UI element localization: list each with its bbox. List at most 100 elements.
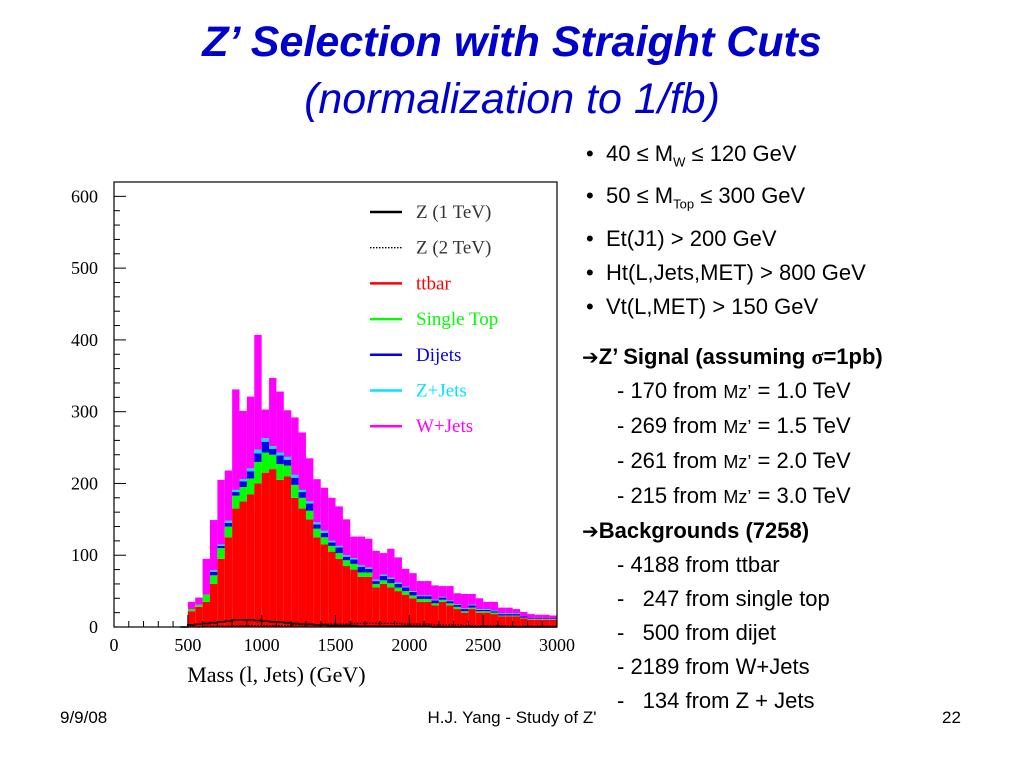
cut-item: Ht(L,Jets,MET) > 800 GeV: [582, 256, 866, 290]
bar-dijets: [209, 571, 218, 576]
bar-z-jets: [276, 452, 284, 456]
bar-z-jets: [424, 595, 432, 597]
bar-dijets: [438, 597, 447, 600]
bar-z-jets: [283, 456, 292, 460]
bar-dijets: [291, 477, 299, 485]
bar-single-top: [202, 594, 210, 602]
legend-label: Dijets: [416, 345, 461, 366]
bar-z-jets: [401, 586, 410, 588]
bar-z-jets: [409, 591, 417, 592]
legend-label: Z (2 TeV): [416, 238, 491, 259]
bar-z-jets: [468, 604, 476, 606]
bar-ttbar: [276, 479, 284, 627]
bar-dijets: [520, 616, 528, 618]
bar-dijets: [246, 471, 255, 479]
bar-single-top: [291, 484, 299, 498]
bar-single-top: [490, 612, 498, 615]
bar-dijets: [497, 614, 506, 616]
bar-single-top: [431, 603, 439, 606]
bar-w-jets: [453, 593, 462, 605]
series-line-z-2-tev-: [180, 622, 557, 628]
bar-dijets: [372, 581, 380, 584]
bar-z-jets: [261, 438, 270, 442]
bar-w-jets: [534, 614, 543, 619]
bar-single-top: [269, 454, 277, 470]
bar-dijets: [298, 492, 306, 498]
footer-date: 9/9/08: [60, 708, 108, 727]
bar-dijets: [335, 547, 343, 554]
bar-single-top: [527, 619, 535, 620]
x-tick-label: 2000: [391, 635, 427, 655]
bar-dijets: [475, 609, 484, 612]
bar-w-jets: [379, 553, 388, 575]
legend-label: Z+Jets: [416, 381, 467, 402]
bar-single-top: [512, 615, 521, 617]
bar-single-top: [453, 606, 462, 610]
bar-ttbar: [232, 508, 240, 627]
bar-ttbar: [490, 614, 498, 627]
bar-w-jets: [409, 573, 417, 592]
bar-dijets: [549, 618, 557, 620]
bar-ttbar: [217, 558, 225, 627]
bar-dijets: [483, 609, 491, 612]
bar-z-jets: [431, 599, 439, 601]
bar-ttbar: [269, 469, 277, 627]
bar-single-top: [483, 611, 491, 613]
bar-w-jets: [246, 396, 255, 469]
bar-w-jets: [438, 586, 447, 597]
x-tick-label: 500: [174, 635, 201, 655]
bar-single-top: [254, 461, 262, 484]
bar-z-jets: [372, 579, 380, 582]
bar-dijets: [269, 449, 277, 455]
bar-single-top: [401, 591, 410, 595]
cut-item: Vt(L,MET) > 150 GeV: [582, 290, 866, 324]
bar-ttbar: [497, 616, 506, 627]
bar-ttbar: [372, 587, 380, 627]
bar-w-jets: [328, 497, 336, 541]
bar-w-jets: [224, 470, 233, 521]
bar-dijets: [365, 568, 373, 573]
bar-z-jets: [387, 577, 395, 579]
bar-single-top: [520, 617, 528, 619]
background-item: - 500 from dijet: [617, 620, 776, 645]
bar-ttbar: [394, 591, 402, 627]
bar-w-jets: [335, 506, 343, 546]
bar-ttbar: [527, 619, 535, 627]
bar-w-jets: [217, 479, 225, 545]
bar-w-jets: [468, 593, 476, 605]
bar-ttbar: [254, 483, 262, 627]
bar-z-jets: [497, 613, 506, 615]
bar-w-jets: [431, 585, 439, 600]
signal-item: - 269 from Mz’ = 1.5 TeV: [617, 413, 851, 438]
bar-single-top: [409, 595, 417, 599]
bar-ttbar: [335, 558, 343, 627]
bar-dijets: [379, 576, 388, 581]
bar-w-jets: [446, 586, 454, 601]
bar-z-jets: [209, 570, 218, 572]
bar-single-top: [438, 599, 447, 602]
bar-z-jets: [475, 609, 484, 610]
bar-ttbar: [224, 537, 233, 627]
bar-z-jets: [224, 520, 233, 523]
bar-single-top: [276, 464, 284, 480]
bar-w-jets: [401, 568, 410, 587]
x-axis-label: Mass (l, Jets) (GeV): [187, 662, 365, 687]
bar-w-jets: [387, 548, 395, 578]
bar-single-top: [461, 611, 469, 613]
bar-single-top: [497, 615, 506, 617]
bar-w-jets: [416, 581, 425, 596]
bar-w-jets: [342, 519, 351, 556]
bar-w-jets: [305, 458, 314, 502]
y-tick-label: 300: [71, 402, 98, 422]
bar-single-top: [534, 619, 543, 620]
bar-single-top: [387, 583, 395, 588]
bar-ttbar: [438, 601, 447, 627]
bar-dijets: [512, 614, 521, 616]
bar-ttbar: [246, 494, 255, 627]
bar-z-jets: [239, 479, 247, 482]
x-tick-label: 1000: [244, 635, 280, 655]
bar-z-jets: [232, 489, 240, 493]
legend-label: ttbar: [416, 273, 451, 294]
x-tick-label: 1500: [318, 635, 354, 655]
bar-w-jets: [475, 598, 484, 610]
